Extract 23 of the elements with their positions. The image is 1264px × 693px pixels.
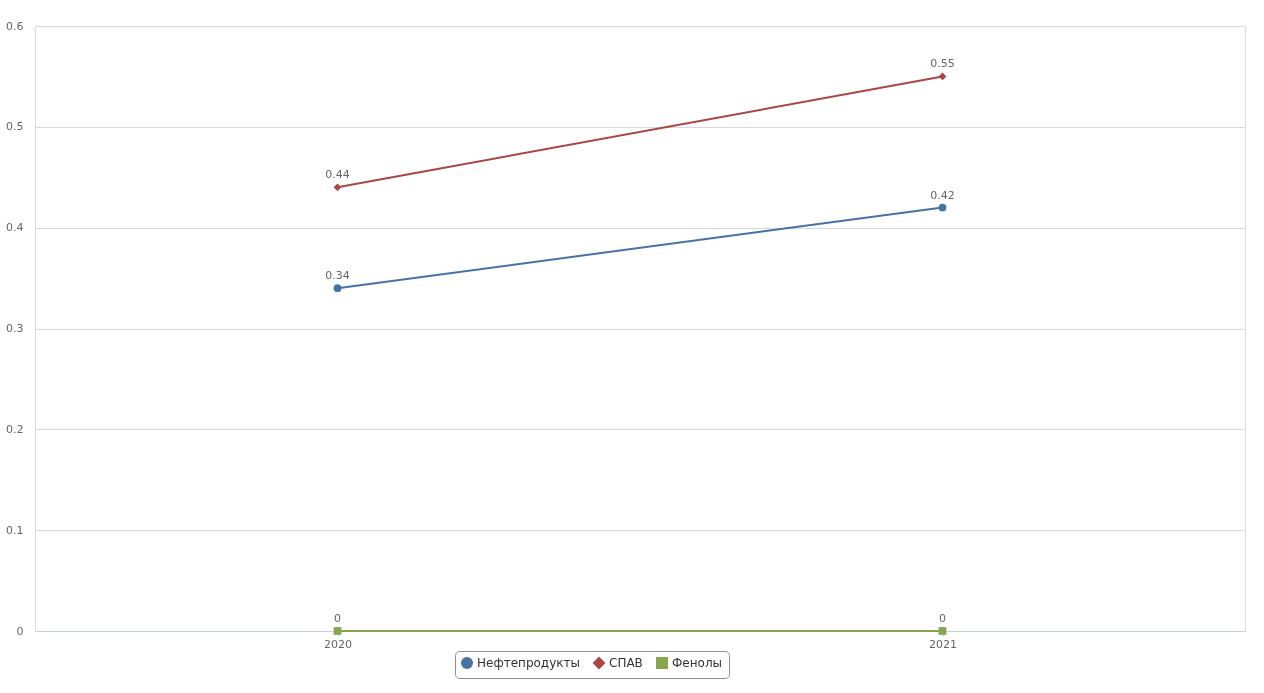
y-tick-label: 0.4 [6,221,24,235]
y-tick-label: 0.5 [6,120,24,134]
data-label: 0.42 [930,188,955,202]
y-tick-label: 0.6 [6,19,24,33]
data-label: 0.55 [930,57,955,71]
y-tick-label: 0.3 [6,322,24,335]
point [333,183,342,192]
point [938,627,947,635]
data-label: 0.34 [325,269,350,283]
legend-label: СПАВ [609,656,643,670]
data-label: 0.44 [325,168,350,182]
y-tick-label: 0.1 [6,523,24,537]
x-tick-label: 2020 [324,637,352,651]
x-tick-label: 2021 [929,637,957,651]
data-label: 0 [939,612,946,625]
y-tick-label: 0 [16,624,24,638]
point [938,203,947,212]
data-label: 0 [334,612,341,625]
legend-label: Фенолы [672,656,723,670]
legend-label: Нефтепродукты [477,656,580,670]
y-tick-label: 0.2 [6,422,24,436]
point [333,627,342,635]
point [333,284,342,293]
